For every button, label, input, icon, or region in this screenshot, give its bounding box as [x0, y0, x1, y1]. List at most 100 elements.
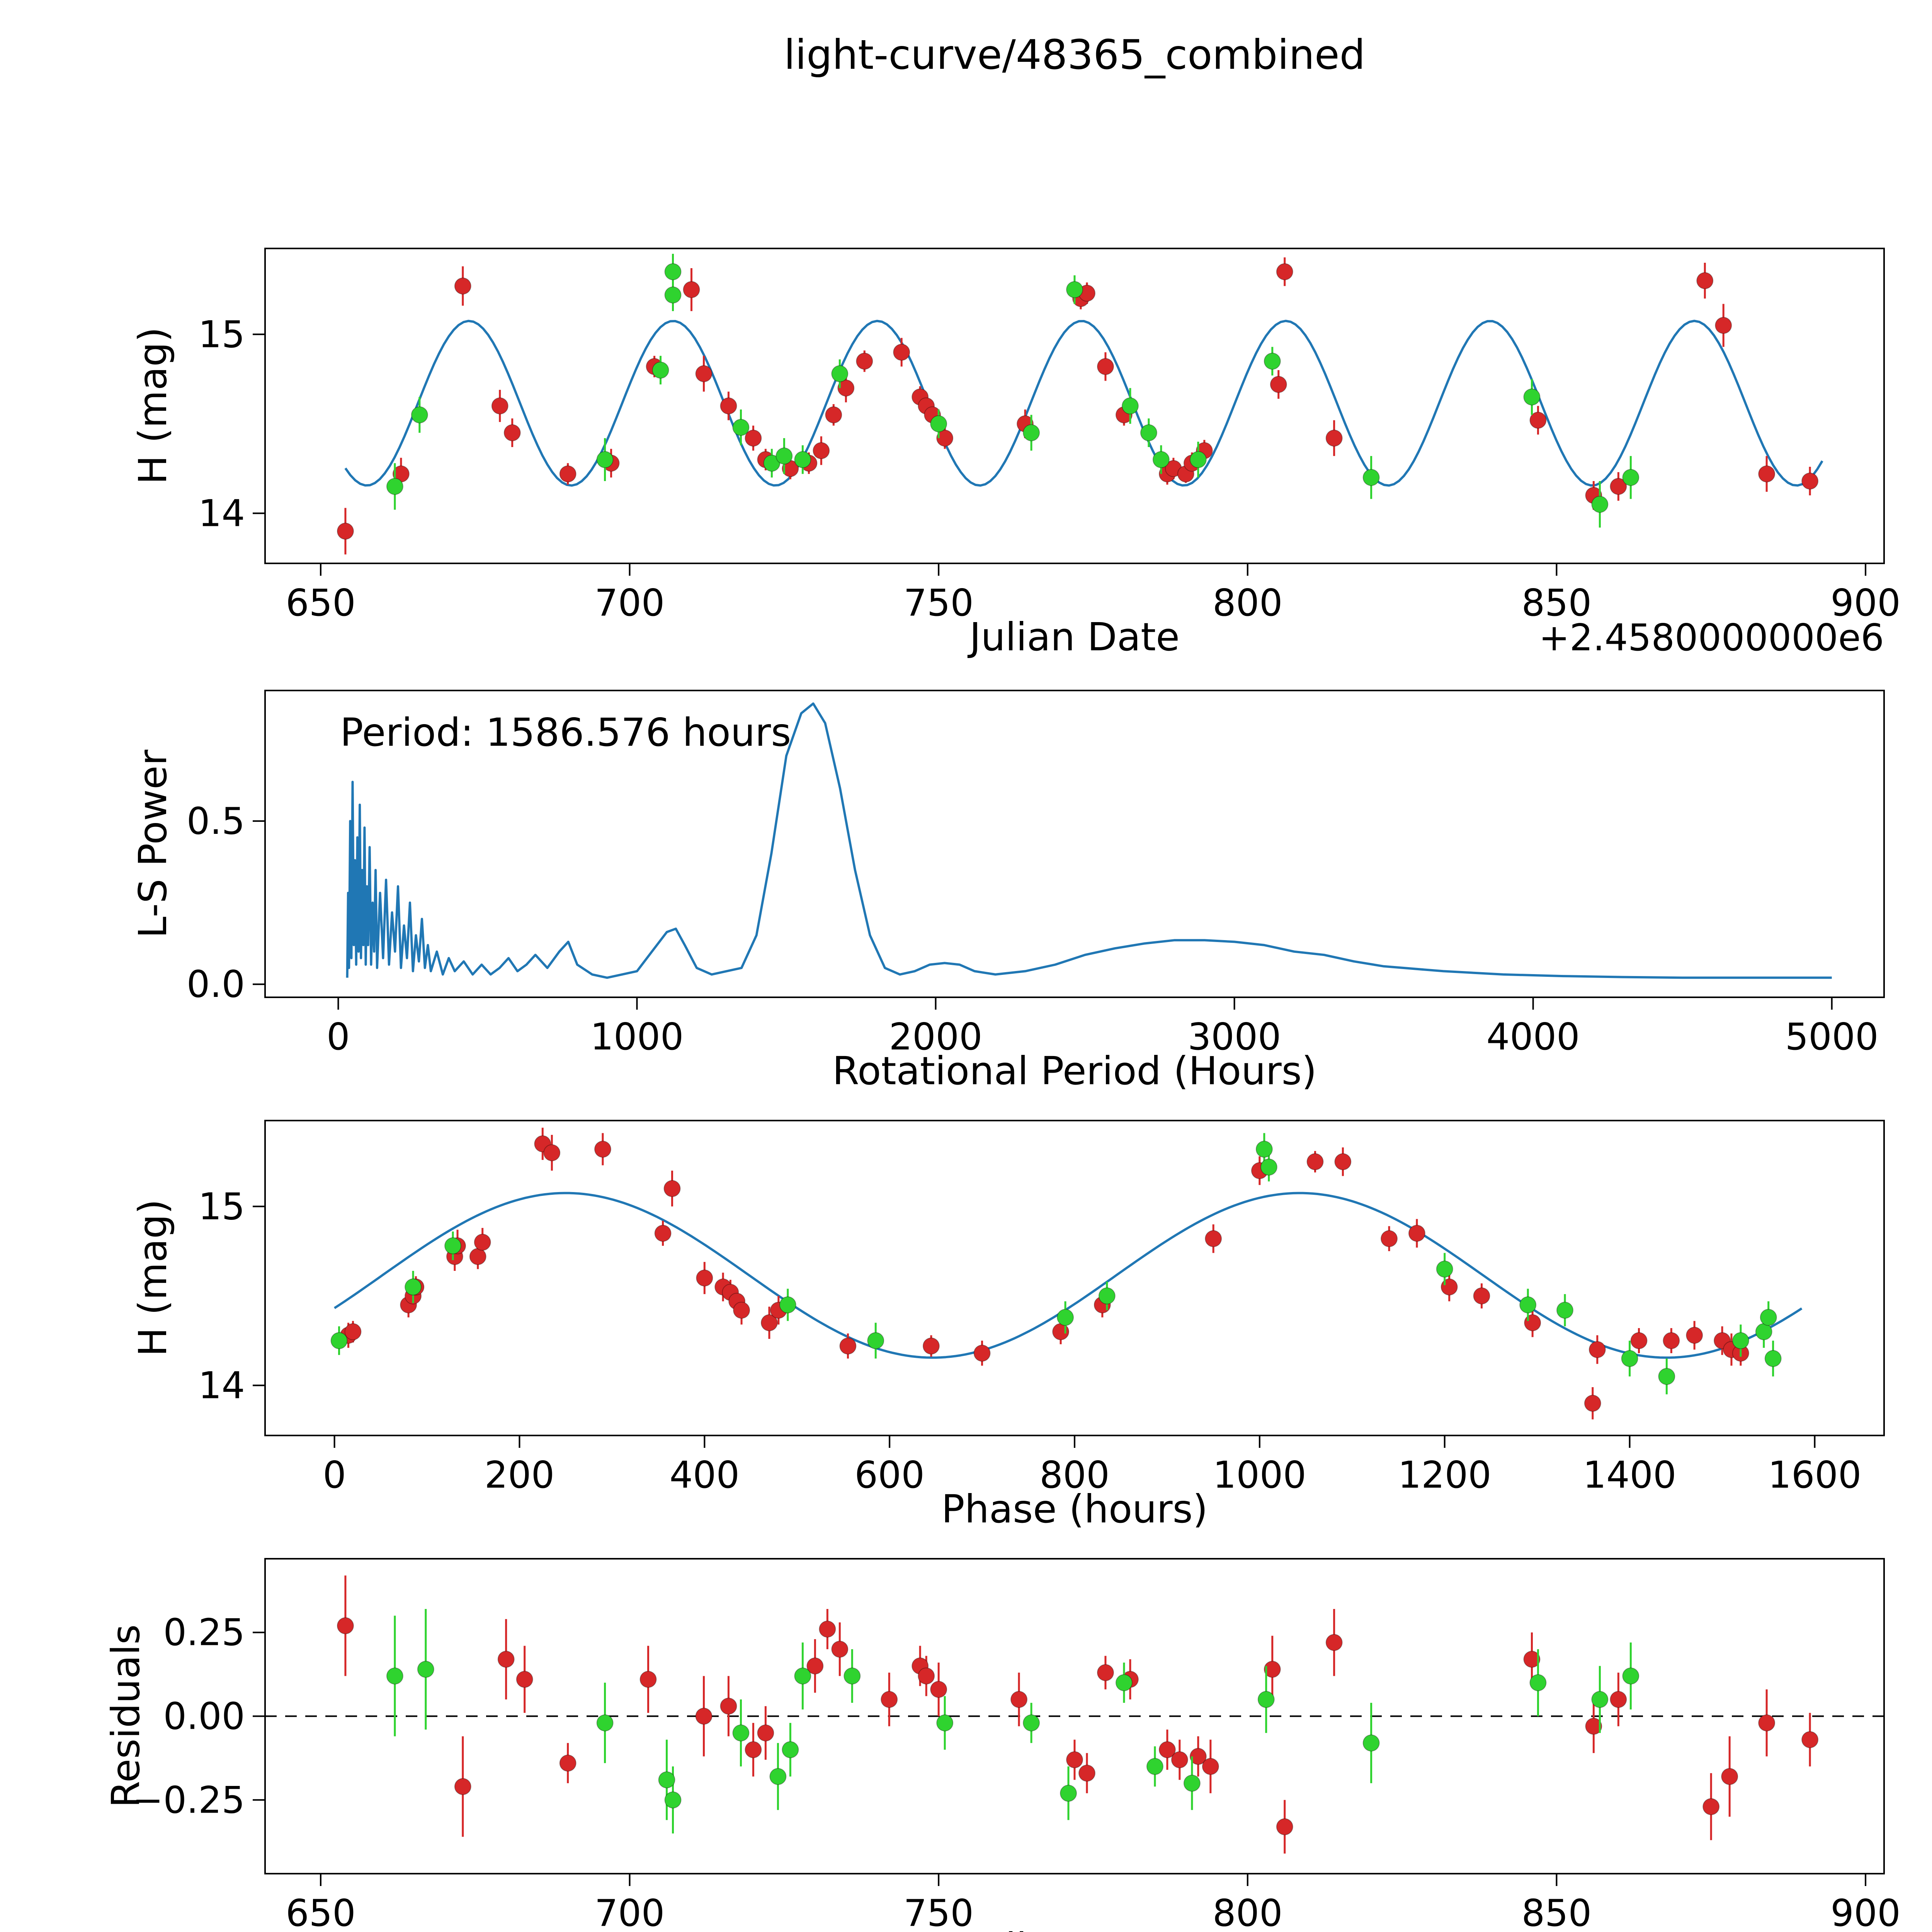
panel-lightcurve: 650 700 750 800 850 900 14 15	[198, 248, 1901, 624]
data-point	[1052, 1323, 1070, 1340]
data-point	[918, 1667, 935, 1685]
axes-frame	[264, 1120, 1885, 1436]
model-fit-curve	[333, 1192, 1803, 1359]
phase-xlabel: Phase (hours)	[941, 1486, 1208, 1532]
data-point	[1408, 1225, 1425, 1242]
x-tick-label: 700	[595, 1892, 665, 1932]
data-point	[1622, 1667, 1639, 1685]
data-point	[491, 397, 509, 415]
periodogram-ylabel: L-S Power	[130, 749, 175, 938]
data-point	[1260, 1158, 1277, 1176]
data-point	[1524, 1314, 1541, 1332]
data-point	[664, 263, 682, 281]
series-red	[337, 1575, 1819, 1854]
x-tick-label: 0	[327, 1016, 350, 1058]
data-point	[596, 451, 614, 468]
data-point	[881, 1691, 898, 1708]
x-tick-label: 400	[670, 1454, 740, 1497]
data-point	[794, 1667, 811, 1685]
data-point	[1621, 1350, 1638, 1367]
data-point	[936, 429, 954, 447]
data-point	[794, 451, 811, 468]
x-tick-label: 800	[1039, 1454, 1109, 1497]
data-point	[1584, 1395, 1601, 1412]
x-tick-label: 0	[323, 1454, 346, 1497]
data-point	[1097, 358, 1114, 375]
data-point	[819, 1621, 836, 1638]
data-point	[664, 1791, 682, 1809]
data-point	[806, 1657, 824, 1675]
y-tick-label: 0.0	[187, 963, 245, 1006]
y-tick-label: 14	[198, 1364, 245, 1407]
data-point	[745, 1741, 762, 1759]
data-point	[1715, 317, 1732, 334]
data-point	[1276, 263, 1293, 281]
data-point	[930, 415, 947, 432]
data-point	[1658, 1368, 1675, 1385]
data-point	[1257, 1691, 1275, 1708]
data-point	[936, 1714, 954, 1731]
data-point	[469, 1248, 486, 1265]
data-point	[1023, 1714, 1040, 1731]
model-fit-curve	[344, 320, 1823, 487]
periodogram-curve	[346, 702, 1832, 979]
data-point	[930, 1681, 947, 1698]
panel-periodogram: 0 1000 2000 3000 4000 5000 0.0 0.5	[187, 690, 1885, 1058]
y-tick-label: 0.5	[187, 800, 245, 843]
x-tick-label: 2000	[889, 1016, 983, 1058]
data-point	[1523, 1651, 1541, 1668]
data-point	[837, 379, 855, 397]
data-point	[1702, 1798, 1720, 1815]
data-point	[696, 1269, 713, 1287]
data-point	[1270, 376, 1287, 393]
data-point	[856, 352, 873, 370]
y-tick-label: −0.25	[133, 1779, 245, 1821]
y-tick-label: 15	[198, 313, 245, 356]
data-point	[663, 1180, 681, 1197]
data-point	[1023, 424, 1040, 441]
residuals-x-offset-text: +2.4580000000e6	[1539, 1927, 1884, 1932]
data-point	[344, 1323, 362, 1340]
y-tick-label: 15	[198, 1185, 245, 1228]
data-point	[922, 1337, 940, 1355]
data-point	[813, 442, 830, 459]
x-tick-label: 3000	[1188, 1016, 1281, 1058]
data-point	[1098, 1287, 1116, 1304]
data-point	[654, 1225, 672, 1242]
data-point	[1801, 472, 1819, 490]
data-point	[831, 1641, 849, 1658]
x-tick-label: 900	[1830, 582, 1900, 624]
data-point	[474, 1233, 491, 1251]
data-point	[559, 465, 577, 483]
data-point	[1764, 1350, 1782, 1367]
x-tick-label: 4000	[1486, 1016, 1580, 1058]
data-point	[1121, 397, 1139, 415]
data-point	[733, 1301, 750, 1319]
data-point	[776, 447, 793, 465]
data-point	[1362, 469, 1380, 486]
data-point	[839, 1337, 857, 1355]
data-point	[1610, 478, 1627, 495]
data-point	[769, 1768, 787, 1785]
data-point	[1760, 1309, 1777, 1326]
data-point	[405, 1278, 422, 1296]
data-point	[1519, 1296, 1537, 1313]
data-point	[1189, 451, 1207, 468]
data-point	[831, 365, 849, 383]
data-point	[411, 406, 428, 423]
x-tick-label: 1600	[1768, 1454, 1862, 1497]
data-point	[1325, 429, 1343, 447]
data-point	[337, 1617, 354, 1634]
data-point	[763, 454, 781, 472]
x-tick-label: 650	[286, 1892, 355, 1932]
data-point	[1588, 1341, 1606, 1358]
data-point	[757, 1724, 774, 1742]
data-point	[1591, 1691, 1609, 1708]
x-tick-label: 1400	[1583, 1454, 1677, 1497]
data-point	[1171, 1751, 1188, 1769]
data-point	[695, 1708, 713, 1725]
data-point	[760, 1314, 778, 1332]
periodogram-xlabel: Rotational Period (Hours)	[832, 1048, 1317, 1094]
x-tick-label: 1000	[590, 1016, 684, 1058]
data-point	[596, 1714, 614, 1731]
